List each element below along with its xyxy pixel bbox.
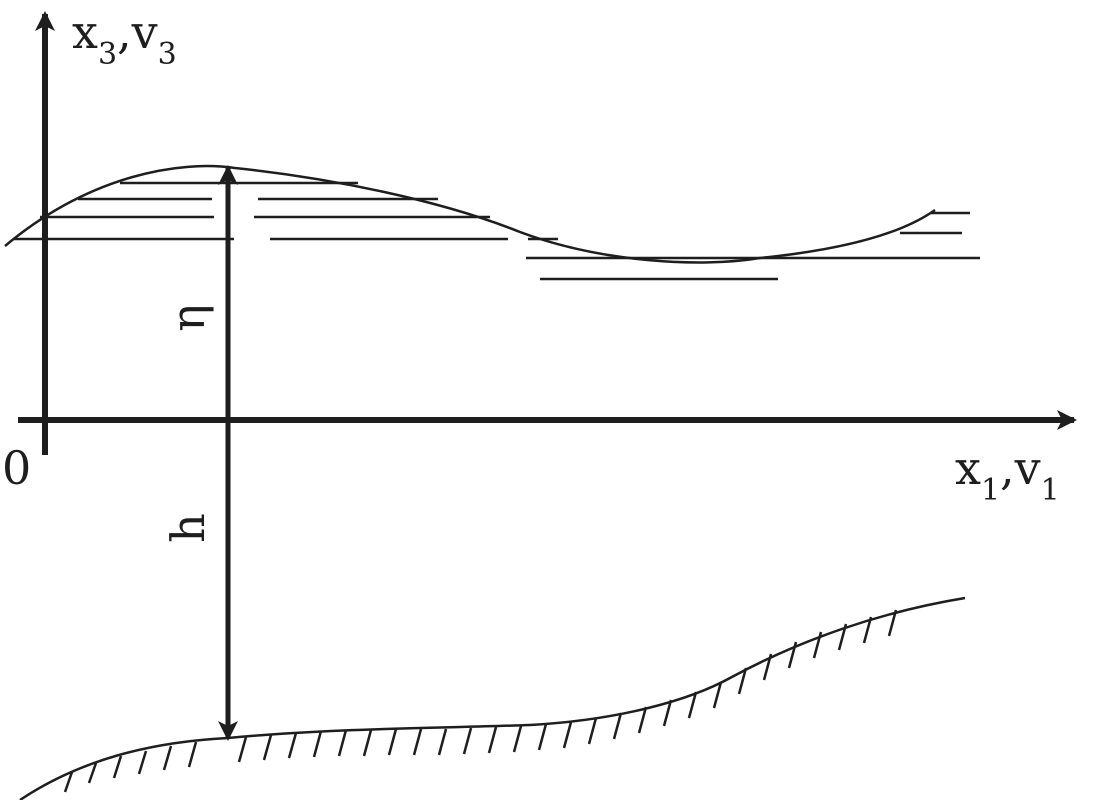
depth-label: h bbox=[161, 513, 215, 543]
sea-bed-hatching bbox=[63, 609, 898, 793]
water-hatching bbox=[14, 181, 980, 281]
vertical-axis-label: x3,v3 bbox=[72, 5, 177, 72]
sea-bed-curve bbox=[19, 596, 966, 800]
eta-label: η bbox=[161, 304, 215, 332]
horizontal-axis-label: x1,v1 bbox=[955, 441, 1060, 508]
free-surface-curve bbox=[4, 164, 936, 264]
origin-label: 0 bbox=[2, 441, 31, 495]
